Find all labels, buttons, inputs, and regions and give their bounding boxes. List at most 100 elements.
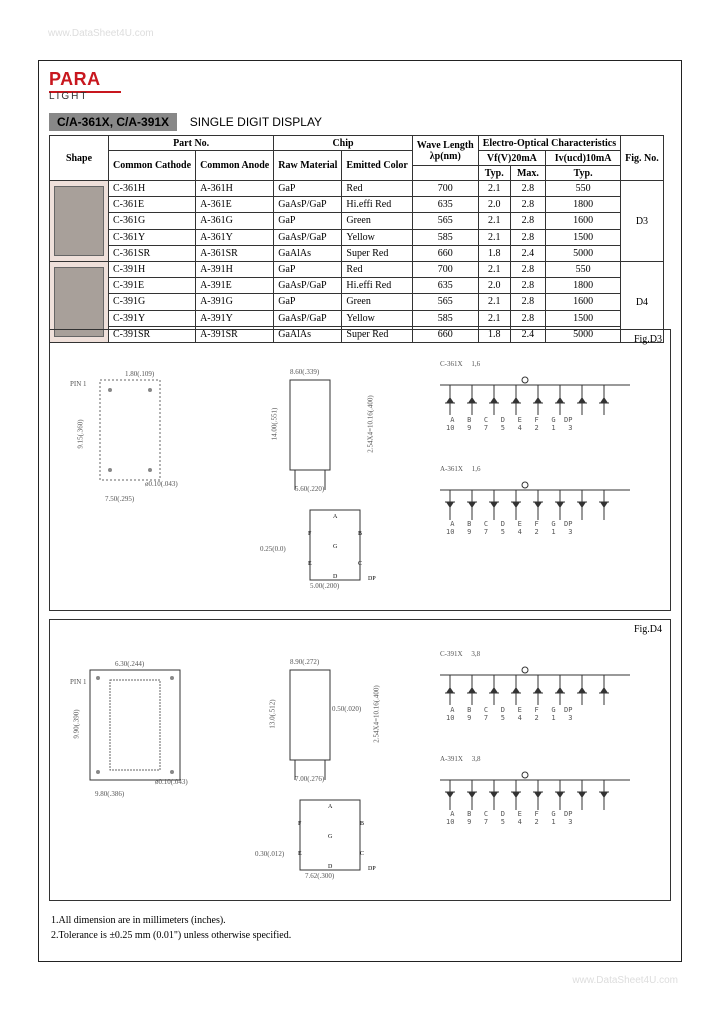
d4-dim-rowpitch: 2.54X4=10.16(.400) <box>373 685 381 742</box>
d4-pinout: C-391X 3,8 A B C D E F G DP 10 9 7 5 4 2… <box>430 650 650 880</box>
table-row: C-391YA-391YGaAsP/GaPYellow5852.12.81500 <box>50 310 664 326</box>
cell-wave: 700 <box>412 181 478 197</box>
d4-a-svg <box>430 765 650 845</box>
d4-c-label: C-391X <box>440 650 463 658</box>
cell-wave: 565 <box>412 294 478 310</box>
cell-ca: A-361E <box>196 197 274 213</box>
d4-dim-pin: ø0.10(.043) <box>155 778 188 786</box>
d4-a-pins: A B C D E F G DP 10 9 7 5 4 2 1 3 <box>446 810 572 827</box>
cell-raw: GaP <box>274 294 342 310</box>
cell-vtyp: 1.8 <box>478 245 510 261</box>
d4-dim-segthk: 0.30(.012) <box>255 850 284 858</box>
th-partno: Part No. <box>109 136 274 151</box>
notes: 1.All dimension are in millimeters (inch… <box>51 913 291 943</box>
d3-c-pins: A B C D E F G DP 10 9 7 5 4 2 1 3 <box>446 416 572 433</box>
d4-dim-sidew: 8.90(.272) <box>290 658 319 666</box>
cell-vtyp: 2.0 <box>478 278 510 294</box>
cell-iv: 1600 <box>546 294 621 310</box>
cell-cc: C-391H <box>109 262 196 278</box>
d3-dim-height: 14.00(.551) <box>270 408 278 441</box>
figure-d3: Fig.D3 1.80(.109) PIN 1 9.15(.360) 7.50(… <box>49 329 671 611</box>
note-1: 1.All dimension are in millimeters (inch… <box>51 913 291 928</box>
shape-cell <box>50 181 109 262</box>
table-row: C-391GA-391GGaPGreen5652.12.81600 <box>50 294 664 310</box>
cell-color: Red <box>342 262 412 278</box>
logo-line1: PARA <box>49 69 121 90</box>
cell-raw: GaAlAs <box>274 245 342 261</box>
th-chip: Chip <box>274 136 413 151</box>
table-row: C-361HA-361HGaPRed7002.12.8550D3 <box>50 181 664 197</box>
cell-cc: C-361H <box>109 181 196 197</box>
cell-vmax: 2.4 <box>510 245 545 261</box>
figure-d4: Fig.D4 PIN 1 6.30(.244) 9.90(.390) 9.80(… <box>49 619 671 901</box>
d4-pin1: PIN 1 <box>70 678 87 686</box>
th-ca: Common Anode <box>196 151 274 181</box>
d4-mech-front: PIN 1 6.30(.244) 9.90(.390) 9.80(.386) ø… <box>70 650 250 880</box>
spec-table: Shape Part No. Chip Wave Lengthλp(nm) El… <box>49 135 664 343</box>
th-emitted: Emitted Color <box>342 151 412 181</box>
svg-text:D: D <box>333 574 338 580</box>
note-2: 2.Tolerance is ±0.25 mm (0.01") unless o… <box>51 928 291 943</box>
d3-side-svg: A FB G EC DDP <box>260 360 410 590</box>
cell-vmax: 2.8 <box>510 294 545 310</box>
cell-raw: GaP <box>274 213 342 229</box>
cell-figno: D3 <box>621 181 664 262</box>
table-row: C-361GA-361GGaPGreen5652.12.81600 <box>50 213 664 229</box>
cell-raw: GaAsP/GaP <box>274 197 342 213</box>
cell-vtyp: 2.1 <box>478 294 510 310</box>
cell-wave: 635 <box>412 278 478 294</box>
th-cc: Common Cathode <box>109 151 196 181</box>
cell-cc: C-361Y <box>109 229 196 245</box>
watermark-bottom: www.DataSheet4U.com <box>572 975 678 986</box>
cell-iv: 550 <box>546 262 621 278</box>
cell-iv: 1800 <box>546 197 621 213</box>
d3-a-label: A-361X <box>440 465 463 473</box>
th-wave-blank <box>412 166 478 181</box>
logo-line2: LIGHT <box>49 91 121 102</box>
svg-text:E: E <box>308 561 312 567</box>
watermark-top: www.DataSheet4U.com <box>48 28 154 39</box>
cell-ca: A-361H <box>196 181 274 197</box>
th-raw: Raw Material <box>274 151 342 181</box>
d4-dim-fronth: 9.90(.390) <box>73 709 81 738</box>
cell-vtyp: 2.1 <box>478 262 510 278</box>
table-row: C-361YA-361YGaAsP/GaPYellow5852.12.81500 <box>50 229 664 245</box>
d3-a-pins: A B C D E F G DP 10 9 7 5 4 2 1 3 <box>446 520 572 537</box>
d3-dim-pitch2: 5.60(.220) <box>295 485 324 493</box>
th-max: Max. <box>510 166 545 181</box>
d3-dim-pitch: 1.80(.109) <box>125 370 154 378</box>
cell-wave: 565 <box>412 213 478 229</box>
svg-text:A: A <box>328 804 333 810</box>
cell-color: Hi.effi Red <box>342 197 412 213</box>
cell-cc: C-361G <box>109 213 196 229</box>
shape-image <box>54 186 104 256</box>
cell-raw: GaP <box>274 181 342 197</box>
svg-text:DP: DP <box>368 866 376 872</box>
cell-ca: A-361SR <box>196 245 274 261</box>
svg-text:D: D <box>328 864 333 870</box>
table-row: C-361EA-361EGaAsP/GaPHi.effi Red6352.02.… <box>50 197 664 213</box>
cell-wave: 585 <box>412 310 478 326</box>
th-vf: Vf(V)20mA <box>478 151 545 166</box>
svg-text:A: A <box>333 514 338 520</box>
cell-cc: C-391Y <box>109 310 196 326</box>
cell-color: Yellow <box>342 310 412 326</box>
svg-text:F: F <box>308 531 312 537</box>
cell-raw: GaP <box>274 262 342 278</box>
svg-text:C: C <box>360 851 364 857</box>
d3-a-svg <box>430 475 650 555</box>
th-figno: Fig. No. <box>621 136 664 181</box>
d3-pin1: PIN 1 <box>70 380 87 388</box>
cell-raw: GaAsP/GaP <box>274 310 342 326</box>
fig-d4-label: Fig.D4 <box>634 624 662 635</box>
svg-text:E: E <box>298 851 302 857</box>
cell-iv: 1800 <box>546 278 621 294</box>
cell-color: Yellow <box>342 229 412 245</box>
th-typ: Typ. <box>478 166 510 181</box>
d4-mech-side: A FB G EC DDP 8.90(.272) 13.0(.512) 2.54… <box>260 650 410 880</box>
d4-dim-height: 13.0(.512) <box>269 699 277 728</box>
cell-vmax: 2.8 <box>510 278 545 294</box>
cell-raw: GaAsP/GaP <box>274 278 342 294</box>
cell-vmax: 2.8 <box>510 229 545 245</box>
cell-color: Red <box>342 181 412 197</box>
